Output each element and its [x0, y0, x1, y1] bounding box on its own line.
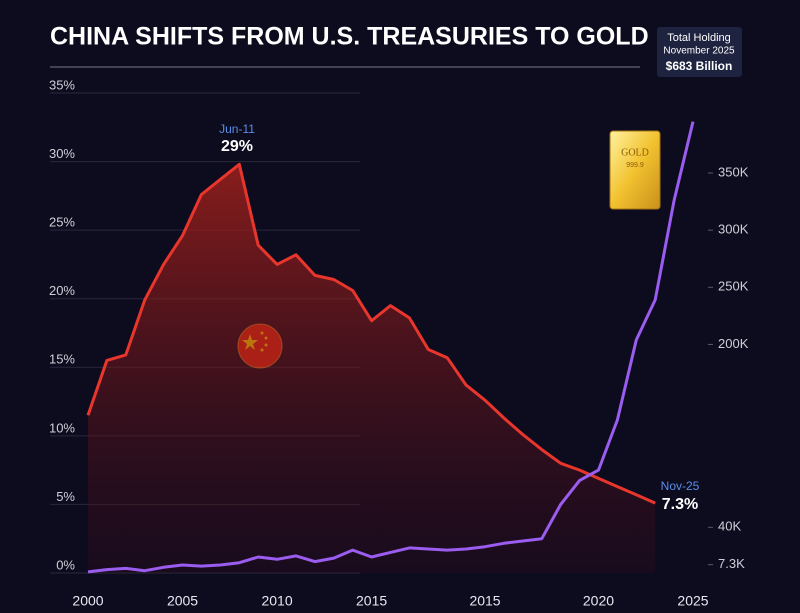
- y-tick-label: 35%: [49, 77, 75, 92]
- y-tick-label: 0%: [56, 557, 75, 572]
- x-tick-label: 2015: [356, 593, 387, 609]
- y2-tick-label: 200K: [718, 336, 749, 351]
- y2-tick-label: 7.3K: [718, 556, 745, 571]
- holding-date: November 2025: [663, 46, 735, 57]
- y2-tick-label: 40K: [718, 519, 741, 534]
- annotation-label: 29%: [221, 138, 253, 155]
- holding-value: $683 Billion: [666, 59, 733, 73]
- chart-title: CHINA SHIFTS FROM U.S. TREASURIES TO GOL…: [50, 23, 649, 51]
- x-tick-label: 2015: [469, 593, 500, 609]
- y-tick-label: 5%: [56, 489, 75, 504]
- x-tick-label: 2000: [72, 593, 103, 609]
- y2-tick-label: 350K: [718, 164, 749, 179]
- x-tick-label: 2010: [261, 593, 292, 609]
- y-tick-label: 15%: [49, 352, 75, 367]
- area: [88, 164, 656, 574]
- annotation-date: Jun-11: [219, 122, 255, 136]
- gold-bar-purity: 999.9: [626, 162, 644, 169]
- y2-tick-label: 250K: [718, 279, 749, 294]
- annotation-date: Nov-25: [661, 479, 700, 493]
- x-tick-label: 2005: [167, 593, 198, 609]
- x-tick-label: 2020: [583, 593, 614, 609]
- y-tick-label: 25%: [49, 215, 75, 230]
- holding-box: [657, 27, 742, 77]
- gold-bar: GOLD 999.9: [609, 130, 661, 210]
- x-tick-label: 2025: [677, 593, 708, 609]
- line: [87, 121, 695, 574]
- annotation-label: 7.3%: [662, 496, 698, 513]
- y-tick-label: 30%: [49, 146, 75, 161]
- y2-tick-label: 300K: [718, 222, 749, 237]
- line: [86, 162, 656, 505]
- y-tick-label: 20%: [49, 283, 75, 298]
- y-tick-label: 10%: [49, 420, 75, 435]
- gold-bar-text: GOLD: [621, 147, 649, 158]
- holding-title: Total Holding: [667, 32, 731, 44]
